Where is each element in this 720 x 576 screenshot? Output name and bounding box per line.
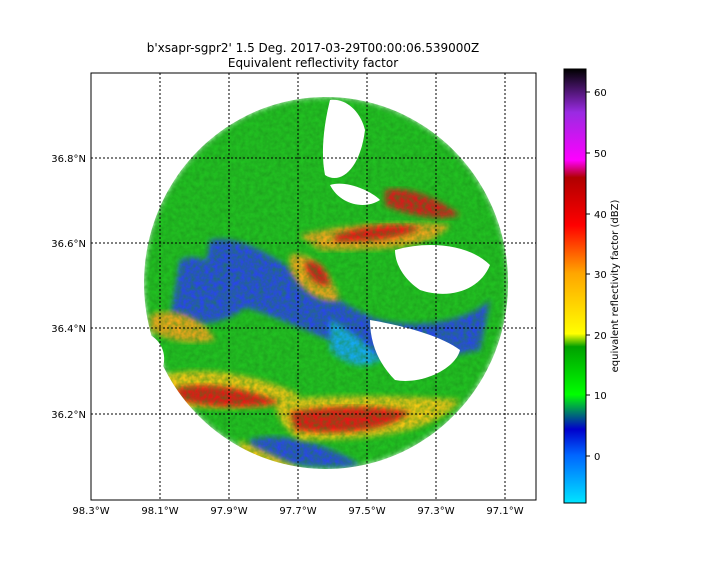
clear-area-ne (330, 183, 380, 205)
x-tick-label: 98.1°W (141, 506, 178, 517)
map-frame (90, 72, 537, 501)
y-tick-labels: 36.8°N 36.6°N 36.4°N 36.2°N (51, 154, 86, 421)
y-tick-label: 36.6°N (51, 239, 86, 250)
clear-area-east (395, 245, 490, 294)
reflectivity-field (91, 73, 536, 500)
clear-area-southeast (370, 320, 460, 381)
x-tick-label: 97.3°W (417, 506, 454, 517)
x-tick-label: 98.3°W (72, 506, 109, 517)
plot-title: b'xsapr-sgpr2' 1.5 Deg. 2017-03-29T00:00… (146, 41, 480, 55)
x-tick-label: 97.5°W (348, 506, 385, 517)
plot-subtitle: Equivalent reflectivity factor (227, 56, 399, 70)
x-tick-label: 97.1°W (486, 506, 523, 517)
clear-area-north (322, 99, 365, 178)
y-tick-label: 36.4°N (51, 324, 86, 335)
y-tick-label: 36.2°N (51, 410, 86, 421)
x-tick-label: 97.7°W (279, 506, 316, 517)
outside-radar-range (91, 73, 536, 500)
x-tick-labels: 98.3°W 98.1°W 97.9°W 97.7°W 97.5°W 97.3°… (72, 506, 523, 517)
y-tick-label: 36.8°N (51, 154, 86, 165)
x-tick-label: 97.9°W (210, 506, 247, 517)
